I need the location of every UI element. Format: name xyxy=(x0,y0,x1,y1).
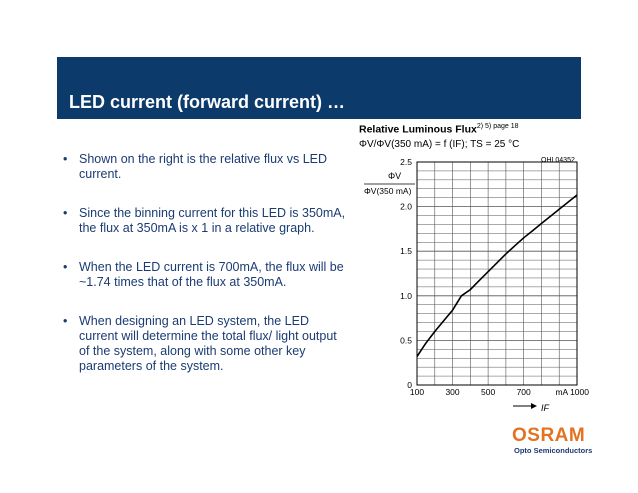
plot-frame xyxy=(416,161,578,386)
y-tick-label: 0.5 xyxy=(400,335,412,345)
header-bar: LED current (forward current) … xyxy=(57,57,581,119)
chart-title: Relative Luminous Flux2) 5) page 18 xyxy=(359,123,519,136)
flux-chart: 0 0.5 1.0 1.5 2.0 2.5 100 300 500 700 mA 1000 OHL0… xyxy=(364,157,589,413)
flux-curve xyxy=(416,194,578,357)
bullet-text: Shown on the right is the relative flux … xyxy=(79,152,328,181)
bullet-text: When designing an LED system, the LED cu… xyxy=(79,314,337,373)
bullet-item: • When designing an LED system, the LED c… xyxy=(60,314,350,374)
logo-tagline: Opto Semiconductors xyxy=(514,446,593,455)
chart-ticks: 0 0.5 1.0 1.5 2.0 2.5 100 300 500 700 mA 1000 xyxy=(400,157,589,397)
slide-title: LED current (forward current) … xyxy=(69,92,346,112)
chart-code: OHL04352 xyxy=(541,157,575,164)
chart-title-note: 2) 5) page 18 xyxy=(476,123,519,130)
y-tick-label: 2.5 xyxy=(400,157,412,167)
ylabel-top: ΦV xyxy=(388,171,401,181)
bullet-item: • When the LED current is 700mA, the flux… xyxy=(60,260,350,290)
bullet-dot: • xyxy=(63,206,68,220)
chart-grid xyxy=(416,161,578,386)
ylabel-bottom: ΦV(350 mA) xyxy=(364,186,412,196)
x-tick-label: 300 xyxy=(445,387,459,397)
xlabel: IF xyxy=(541,403,550,413)
xlabel-arrow xyxy=(513,403,537,409)
x-tick-label: 500 xyxy=(481,387,495,397)
bullet-dot: • xyxy=(63,152,68,166)
chart-axes xyxy=(416,161,578,386)
bullet-dot: • xyxy=(63,260,68,274)
osram-logo: OSRAM xyxy=(512,425,586,446)
bullet-dot: • xyxy=(63,314,68,328)
y-tick-label: 2.0 xyxy=(400,202,412,212)
y-tick-label: 0 xyxy=(407,380,412,390)
bullet-text: Since the binning current for this LED i… xyxy=(79,206,346,235)
bullet-text: When the LED current is 700mA, the flux … xyxy=(79,260,344,289)
bullet-item: • Shown on the right is the relative flux… xyxy=(60,152,350,182)
bullet-item: • Since the binning current for this LED … xyxy=(60,206,350,236)
x-tick-label: 700 xyxy=(517,387,531,397)
x-tick-label: mA 1000 xyxy=(555,387,589,397)
chart-subtitle: ΦV/ΦV(350 mA) = f (IF); TS = 25 °C xyxy=(359,139,520,150)
bullet-list: • Shown on the right is the relative flux… xyxy=(60,152,350,398)
x-tick-label: 100 xyxy=(410,387,424,397)
y-tick-label: 1.5 xyxy=(400,246,412,256)
y-tick-label: 1.0 xyxy=(400,291,412,301)
